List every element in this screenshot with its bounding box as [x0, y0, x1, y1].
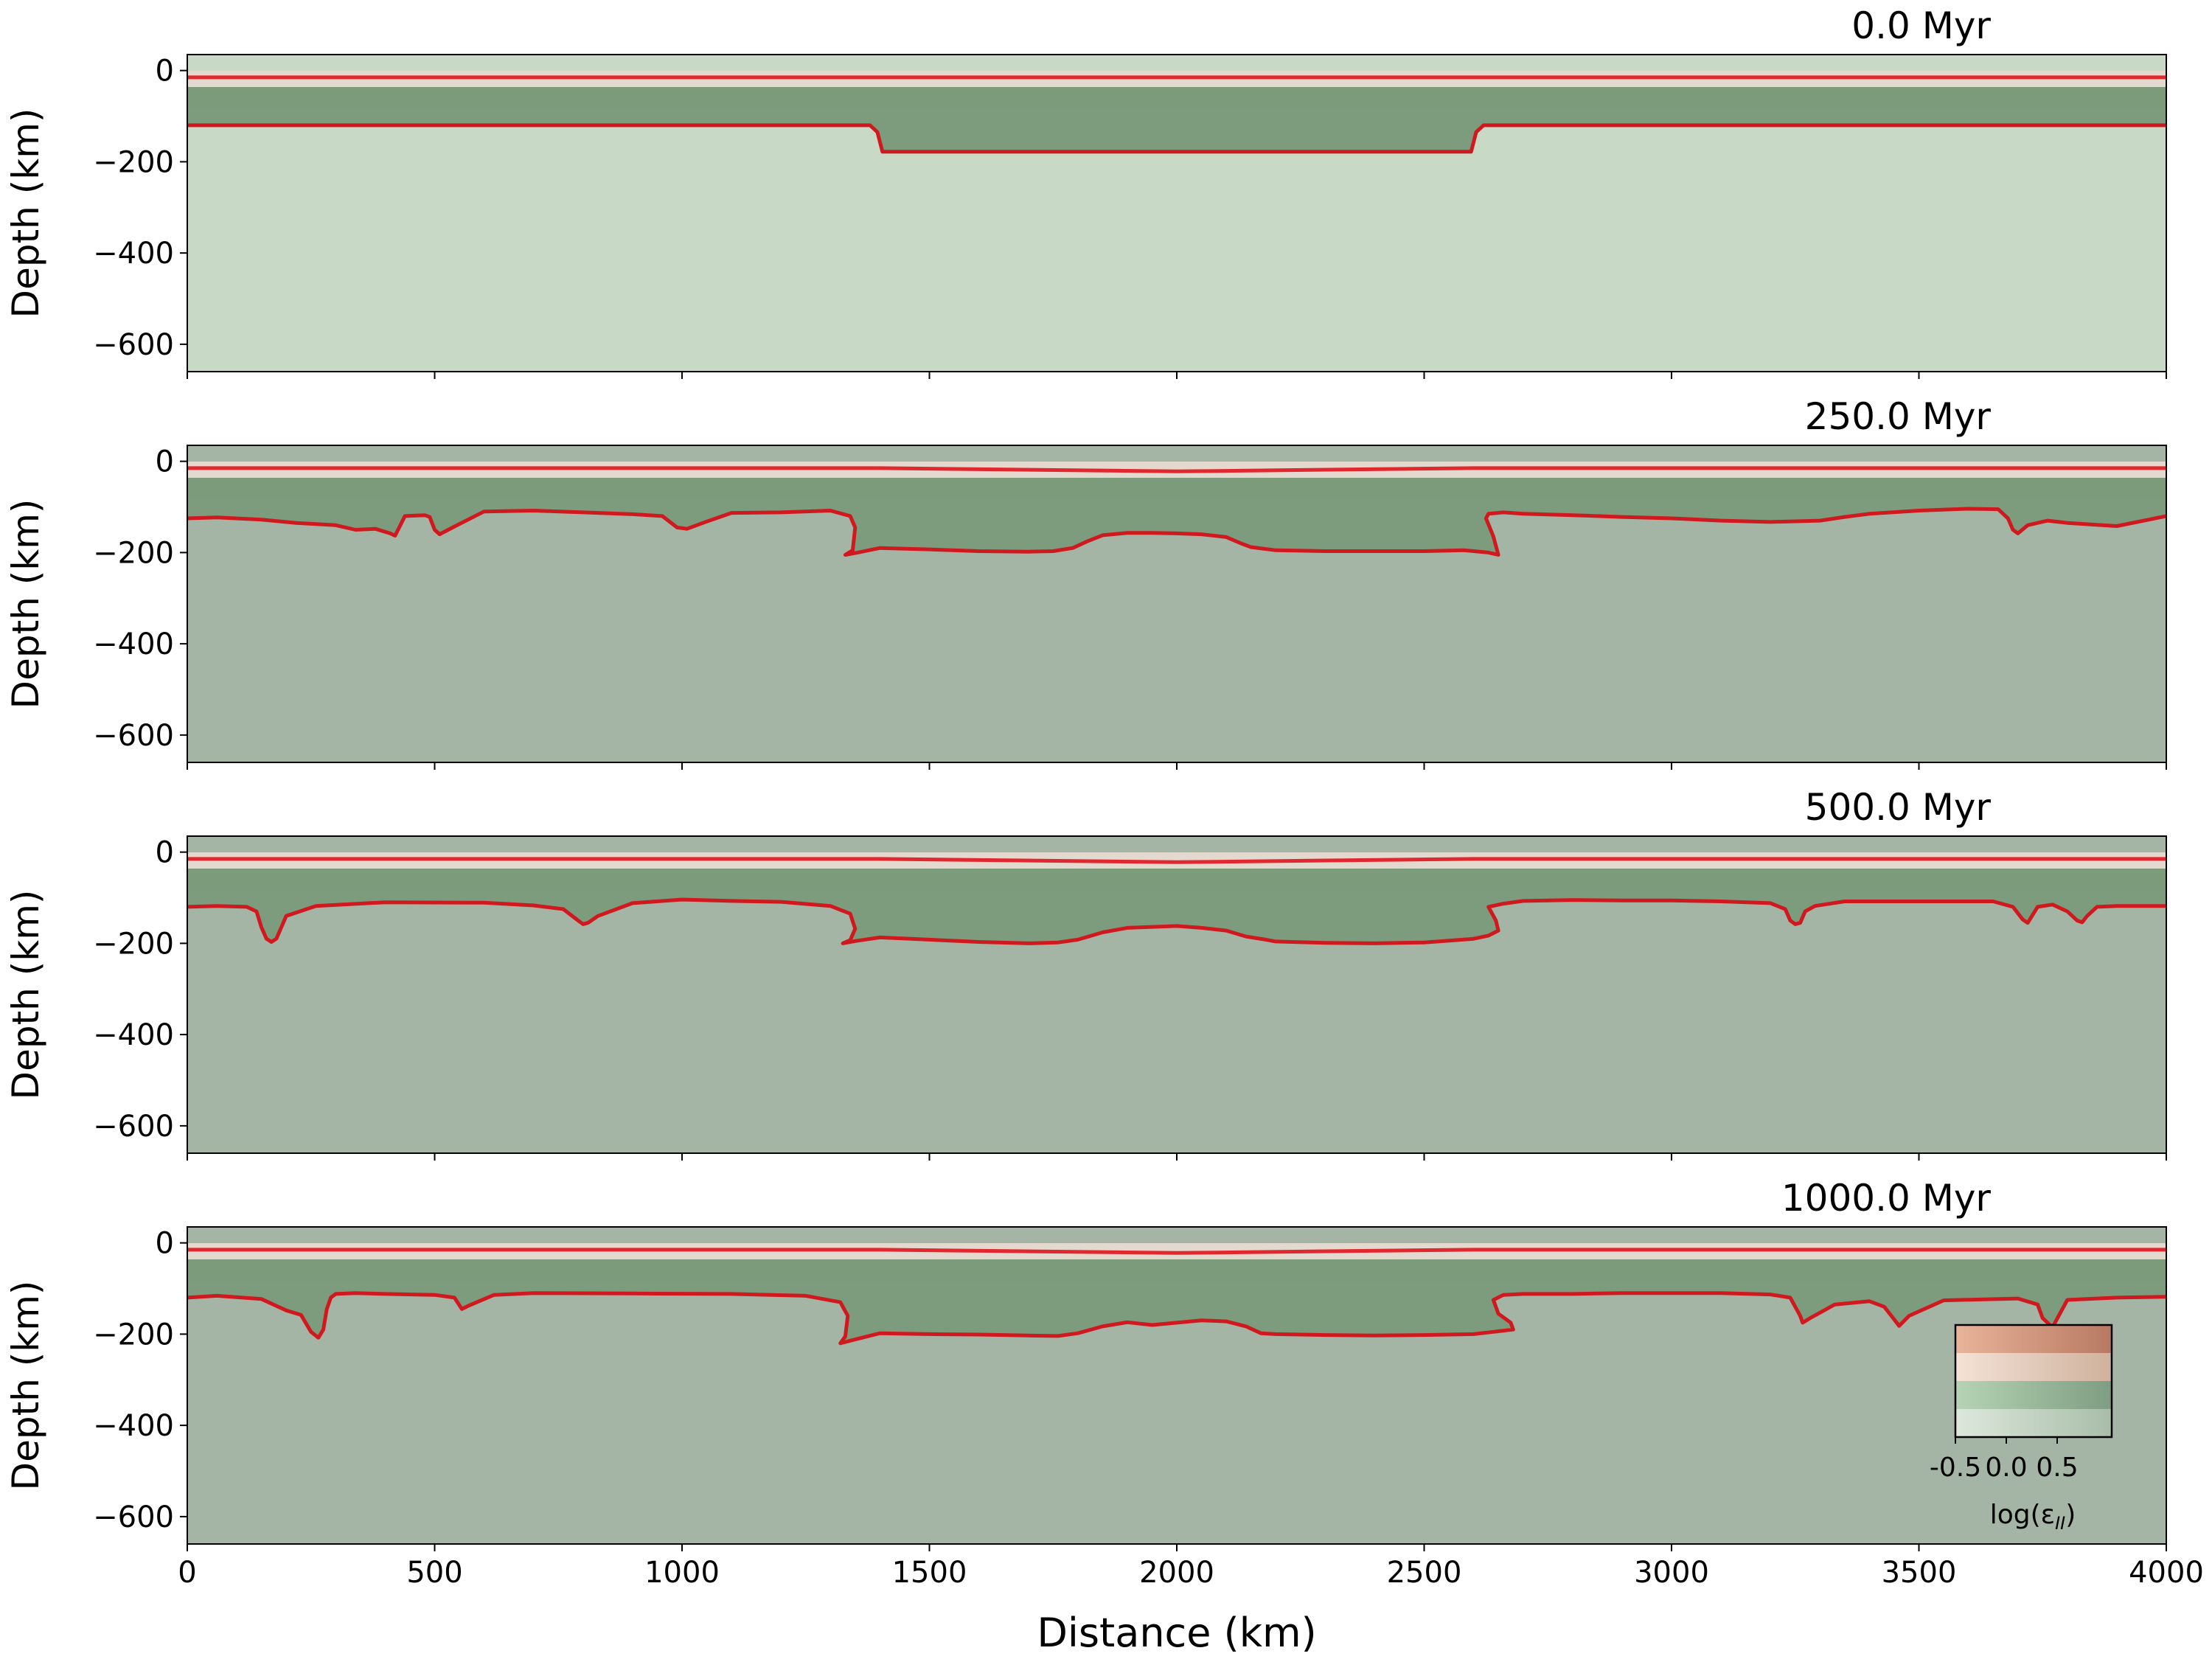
upper-lith-band: [187, 1259, 2166, 1281]
x-tick-label: 2000: [1139, 1556, 1214, 1590]
y-tick-label: −400: [93, 1018, 174, 1052]
panel-0: 0 −200 −400 −600 0.0 Myr Depth (km): [4, 4, 2167, 379]
y-tick-label: 0: [156, 55, 174, 88]
upper-lith-band: [187, 869, 2166, 891]
y-tick-label: −400: [93, 1409, 174, 1443]
panel-2-ylabel: Depth (km): [4, 890, 47, 1100]
panel-1-title: 250.0 Myr: [1805, 395, 1992, 438]
lab-boundary-line: [187, 123, 2166, 154]
colorbar-label: log(εII): [1990, 1500, 2076, 1534]
panel-1-plot-area: [187, 445, 2166, 762]
colorbar-tick-label: 0.0: [1985, 1453, 2027, 1483]
lab-boundary-line: [187, 507, 2166, 557]
y-tick-label: −200: [93, 536, 174, 570]
y-tick-label: 0: [156, 1227, 174, 1261]
panel-3-ylabel: Depth (km): [4, 1281, 47, 1491]
y-tick-label: −600: [93, 1110, 174, 1144]
top-boundary-line: [187, 857, 2166, 864]
colorbar-band-2: [1955, 1381, 2112, 1409]
colorbar-tick-label: 0.5: [2036, 1453, 2078, 1483]
y-tick-label: 0: [156, 836, 174, 870]
colorbar-label-close: ): [2065, 1500, 2076, 1530]
panel-2-plot-area: [187, 836, 2166, 1153]
panel-0-ylabel: Depth (km): [4, 108, 47, 319]
panel-0-xticks: [187, 372, 2167, 379]
panel-2-title: 500.0 Myr: [1805, 786, 1992, 829]
x-axis-label: Distance (km): [1037, 1610, 1316, 1656]
x-tick-label: 1500: [892, 1556, 967, 1590]
y-tick-label: −600: [93, 328, 174, 362]
lab-boundary-line: [187, 897, 2166, 945]
colorbar-band-1: [1955, 1353, 2112, 1381]
panel-3: 0 500 1000 1500 2000 2500 3000 3500 4000 0 −200 −4…: [4, 1177, 2204, 1590]
panel-0-plot-area: [187, 55, 2166, 372]
panel-2: 0 −200 −400 −600 500.0 Myr Depth (km): [4, 786, 2167, 1161]
upper-lith-band: [187, 478, 2166, 500]
colorbar-band-0: [1955, 1325, 2112, 1353]
colorbar: -0.5 0.0 0.5 log(εII): [1930, 1324, 2113, 1534]
colorbar-frame: [1954, 1324, 2113, 1439]
panel-2-yticks: 0 −200 −400 −600: [93, 836, 187, 1144]
colorbar-band-3: [1955, 1409, 2112, 1437]
top-boundary-line: [187, 466, 2166, 473]
panel-3-xticks: 0 500 1000 1500 2000 2500 3000 3500 4000: [178, 1544, 2204, 1590]
x-tick-label: 2500: [1387, 1556, 1462, 1590]
x-tick-label: 3500: [1882, 1556, 1957, 1590]
x-tick-label: 3000: [1634, 1556, 1709, 1590]
top-boundary-line: [187, 1248, 2166, 1255]
x-tick-label: 0: [178, 1556, 196, 1590]
panel-1-ylabel: Depth (km): [4, 499, 47, 709]
y-tick-label: 0: [156, 445, 174, 479]
lab-boundary-line: [187, 1291, 2166, 1346]
panel-0-title: 0.0 Myr: [1851, 4, 1991, 47]
panel-1: 0 −200 −400 −600 250.0 Myr Depth (km): [4, 395, 2167, 770]
y-tick-label: −200: [93, 1318, 174, 1352]
colorbar-label-main: log(ε: [1990, 1500, 2055, 1530]
y-tick-label: −600: [93, 1500, 174, 1534]
x-tick-label: 1000: [644, 1556, 720, 1590]
panel-3-title: 1000.0 Myr: [1781, 1177, 1992, 1220]
upper-lith-band: [187, 87, 2166, 109]
x-tick-label: 500: [406, 1556, 462, 1590]
colorbar-tick-label: -0.5: [1930, 1453, 1981, 1483]
y-tick-label: −400: [93, 237, 174, 271]
colorbar-label-sub: II: [2055, 1513, 2065, 1534]
panel-3-yticks: 0 −200 −400 −600: [93, 1227, 187, 1534]
panel-0-yticks: 0 −200 −400 −600: [93, 55, 187, 362]
x-tick-label: 4000: [2129, 1556, 2204, 1590]
y-tick-label: −200: [93, 145, 174, 179]
panel-3-plot-area: [187, 1227, 2166, 1544]
panel-2-xticks: [187, 1153, 2167, 1161]
y-tick-label: −200: [93, 927, 174, 961]
y-tick-label: −600: [93, 719, 174, 753]
y-tick-label: −400: [93, 627, 174, 661]
panel-1-xticks: [187, 762, 2167, 770]
panel-1-yticks: 0 −200 −400 −600: [93, 445, 187, 753]
